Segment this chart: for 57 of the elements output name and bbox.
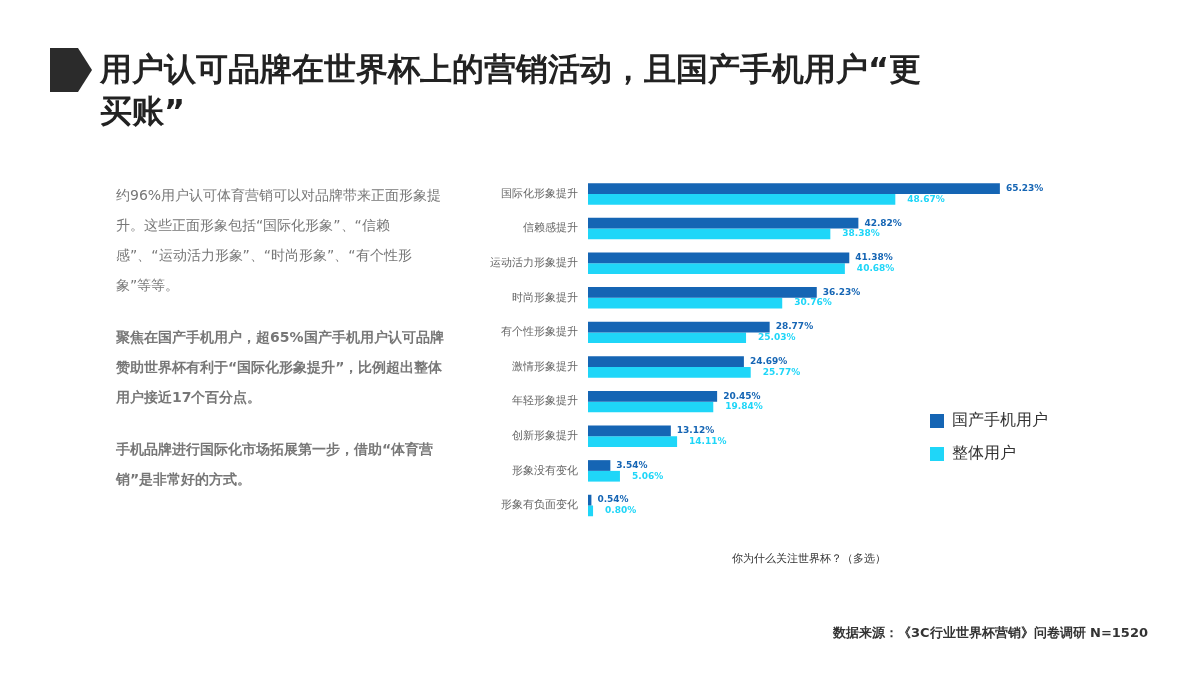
x-axis-title: 你为什么关注世界杯？（多选）: [732, 552, 886, 566]
legend-label: 整体用户: [952, 443, 1016, 464]
data-label: 41.38%: [855, 252, 893, 263]
bar: [588, 332, 747, 344]
bar: [588, 470, 620, 482]
bar: [588, 505, 594, 517]
text: 手机品牌进行国际化市场拓展第一步，借助“体育营销”是非常好的方式。: [116, 440, 435, 489]
data-label: 24.69%: [749, 355, 788, 366]
chart-title: 用户认可品牌在世界杯上的营销活动，且国产手机用户“更买账”: [100, 49, 923, 132]
bar: [588, 460, 611, 471]
data-label: 14.11%: [689, 435, 727, 446]
y-tick-label: 国际化形象提升: [501, 186, 578, 200]
data-label: 28.77%: [775, 321, 814, 332]
legend-label: 国产手机用户: [952, 410, 1048, 431]
bar: [588, 217, 859, 229]
data-label: 48.67%: [907, 193, 945, 204]
bar: [588, 321, 770, 333]
data-label: 40.68%: [856, 262, 895, 273]
bar: [588, 390, 718, 402]
data-label: 38.38%: [842, 228, 880, 239]
bar: [588, 297, 783, 309]
data-label: 3.54%: [616, 459, 648, 470]
data-label: 19.84%: [725, 401, 763, 412]
y-tick-label: 激情形象提升: [512, 359, 578, 373]
bar: [588, 425, 671, 437]
bar: [588, 263, 845, 274]
y-tick-label: 运动活力形象提升: [490, 256, 578, 270]
source-note: 数据来源：《3C行业世界杯营销》问卷调研 N=1520: [832, 624, 1148, 642]
data-label: 5.06%: [631, 470, 664, 481]
y-tick-label: 信赖感提升: [523, 221, 578, 235]
text: 约96%用户认可体育营销可以对品牌带来正面形象提升。这些正面形象包括“国际化形象”、“信赖感”、“运动活力形象”、“时尚形象”、“有个性形象”等等。: [116, 186, 443, 295]
bar: [588, 436, 678, 447]
bar: [588, 367, 751, 378]
data-label: 30.76%: [794, 297, 832, 308]
data-label: 42.82%: [864, 217, 902, 228]
bar: [588, 252, 850, 264]
bar: [588, 193, 896, 205]
data-label: 13.12%: [676, 425, 715, 436]
data-label: 25.03%: [758, 332, 796, 343]
data-label: 20.45%: [723, 390, 761, 401]
data-label: 65.23%: [1005, 182, 1044, 193]
data-label: 25.77%: [762, 366, 801, 377]
bar: [588, 287, 817, 298]
bar: [588, 401, 714, 413]
y-tick-label: 年轻形象提升: [512, 394, 578, 408]
bar: [588, 356, 744, 368]
text: 聚焦在国产手机用户，超65%国产手机用户认可品牌赞助世界杯有利于“国际化形象提升”，比例超出整体用户接近17个百分点。: [116, 328, 445, 407]
y-tick-label: 形象有负面变化: [501, 498, 578, 512]
bar: [588, 228, 831, 240]
data-label: 0.80%: [605, 505, 637, 516]
y-tick-label: 有个性形象提升: [501, 325, 578, 339]
data-label: 36.23%: [822, 286, 861, 297]
y-tick-label: 创新形象提升: [512, 429, 578, 443]
bar: [588, 183, 1000, 194]
y-tick-label: 形象没有变化: [512, 463, 578, 477]
data-label: 0.54%: [597, 494, 629, 505]
y-tick-label: 时尚形象提升: [512, 290, 578, 304]
